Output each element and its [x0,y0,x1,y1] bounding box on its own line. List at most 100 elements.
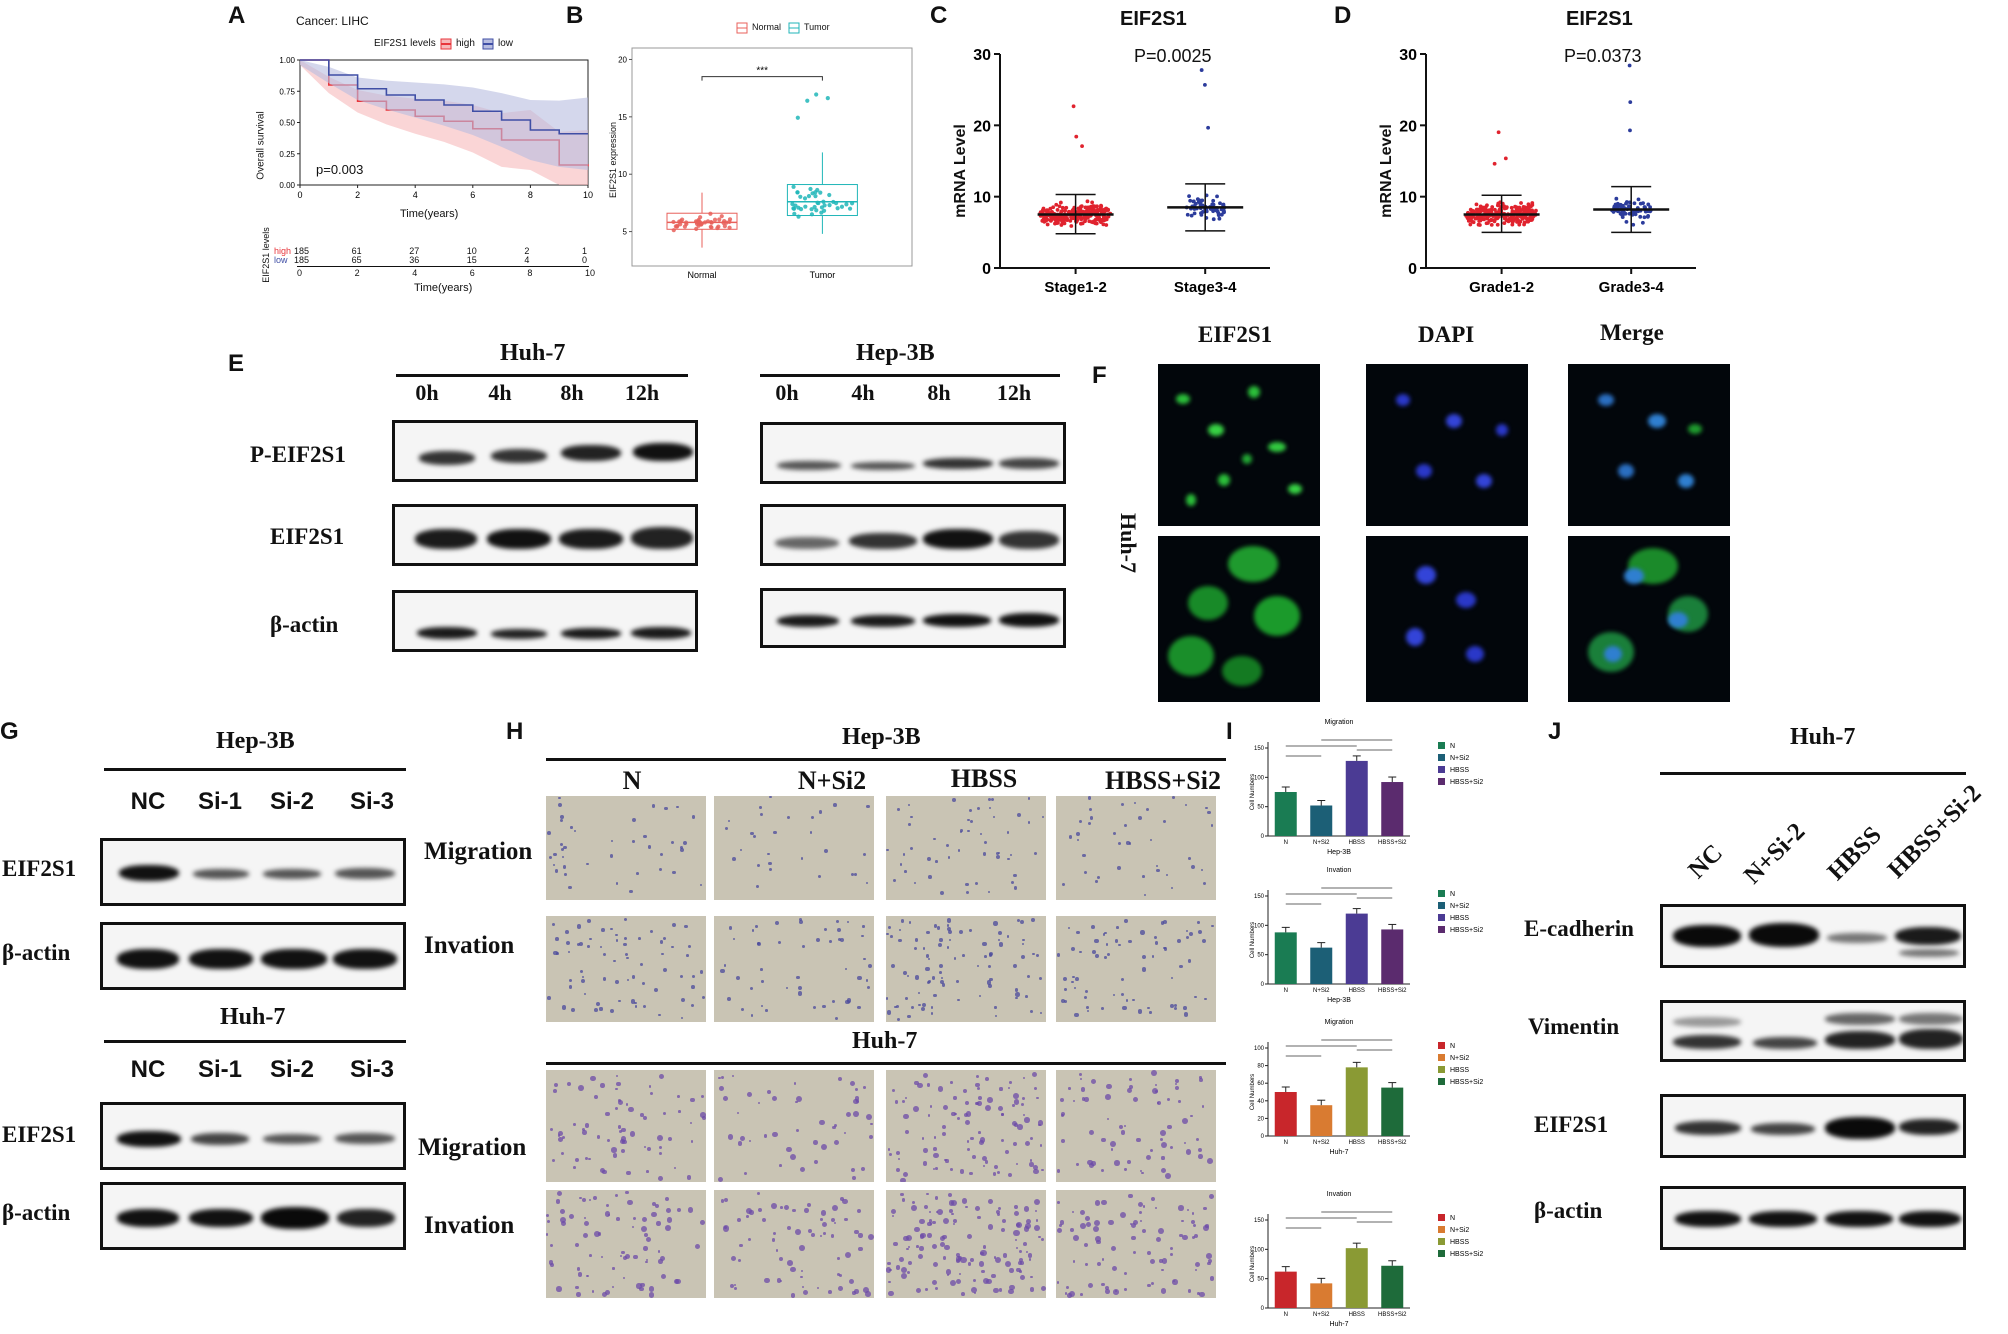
panel-i-ytick-label: 150 [1254,746,1265,752]
migrated-cell [1079,820,1083,824]
migrated-cell [886,849,889,852]
migrated-cell [1088,1129,1094,1135]
migrated-cell [972,1154,976,1159]
migrated-cell [553,852,557,857]
panel-i-legend-swatch [1438,778,1445,785]
migrated-cell [1034,1210,1037,1213]
migrated-cell [1147,1283,1152,1288]
panel-e-hep3b-lane-12h: 12h [996,380,1032,405]
migrated-cell [941,977,944,980]
migrated-cell [736,975,741,981]
migrated-cell [620,1250,625,1255]
migrated-cell [767,852,770,856]
migrated-cell [754,925,758,928]
migrated-cell [1175,1079,1180,1084]
risk-cell-high: 27 [409,246,420,256]
migrated-cell [1021,942,1024,945]
migrated-cell [676,805,679,809]
grade-scatter-point [1474,216,1479,221]
risk-xtick-label: 6 [469,268,475,278]
migrated-cell [1068,835,1073,839]
migrated-cell [955,1259,960,1263]
migrated-cell [623,937,627,941]
stage-scatter-point [1044,218,1048,223]
migrated-cell [589,1199,592,1202]
migrated-cell [978,1140,984,1146]
migrated-cell [984,1160,989,1165]
migrated-cell [1060,1113,1064,1117]
migrated-cell [863,957,866,961]
migrated-cell [1104,931,1107,935]
migrated-cell [1128,1193,1133,1199]
migrated-cell [833,803,837,807]
boxplot-point [808,186,813,192]
boxplot-point [790,201,795,207]
panel-i-xtick-label: HBSS+Si2 [1378,988,1407,994]
migrated-cell [772,1131,778,1137]
panel-i-ytick-label: 60 [1257,1081,1264,1087]
migrated-cell [1014,1205,1018,1209]
migrated-cell [1073,1260,1076,1263]
migrated-cell [641,982,645,986]
migrated-cell [993,921,998,926]
stage-scatter-point [1199,68,1204,72]
grade-scatter-point [1627,205,1632,210]
migrated-cell [930,1222,933,1225]
migrated-cell [1206,1253,1212,1259]
boxplot-point [815,187,820,193]
if-eif2s1-bottom [1158,536,1320,702]
migrated-cell [1133,1097,1139,1103]
panel-label-c: C [930,2,948,29]
blot-g-hep3b-actin [100,922,406,990]
panel-i-legend-label: N [1450,891,1455,898]
panel-g-huh7-lane-si2: Si-2 [269,1056,314,1083]
migrated-cell [775,1249,779,1252]
panel-g-huh7-row-actin: β-actin [2,1200,71,1225]
panel-i-xtick-label: HBSS+Si2 [1378,1312,1407,1318]
migrated-cell [1196,1137,1200,1141]
grade-scatter-point [1503,156,1508,161]
transwell-image [886,796,1046,900]
migrated-cell [769,867,773,872]
migrated-cell [1124,1168,1127,1171]
migrated-cell [799,919,803,924]
migrated-cell [663,1112,667,1116]
stage-scatter-point [1064,205,1069,210]
migrated-cell [938,942,943,947]
boxplot-point [821,199,826,204]
panel-i-xtick-label: N [1284,988,1288,994]
migrated-cell [642,1115,648,1121]
migrated-cell [1126,841,1130,845]
migrated-cell [659,940,664,944]
migrated-cell [939,1236,945,1242]
migrated-cell [1014,987,1019,992]
blot-g-huh7-actin [100,1182,406,1250]
migrated-cell [919,1246,924,1251]
migrated-cell [1170,1004,1175,1009]
migrated-cell [798,991,803,996]
panel-i-xtick-label: N [1284,840,1288,846]
migrated-cell [654,1203,659,1209]
migrated-cell [1120,1211,1127,1219]
migrated-cell [613,959,616,963]
migrated-cell [620,1136,627,1142]
migrated-cell [997,1171,1001,1174]
migrated-cell [615,979,620,984]
migrated-cell [638,937,642,941]
migrated-cell [1191,864,1196,869]
migrated-cell [928,1219,932,1223]
risk-cell-low: 4 [524,255,530,265]
migrated-cell [1038,976,1042,980]
migrated-cell [1138,1210,1143,1214]
migrated-cell [913,881,916,885]
migrated-cell [1207,1261,1211,1266]
migrated-cell [631,999,636,1004]
panel-i-xtick-label: N+Si2 [1313,1312,1330,1318]
migrated-cell [1194,1268,1197,1271]
migrated-cell [736,1111,739,1114]
migrated-cell [973,1278,977,1282]
migrated-cell [843,1131,846,1134]
migrated-cell [1154,1083,1158,1086]
blot-e-huh7-eif2s1 [392,504,698,566]
migrated-cell [1057,1200,1060,1204]
